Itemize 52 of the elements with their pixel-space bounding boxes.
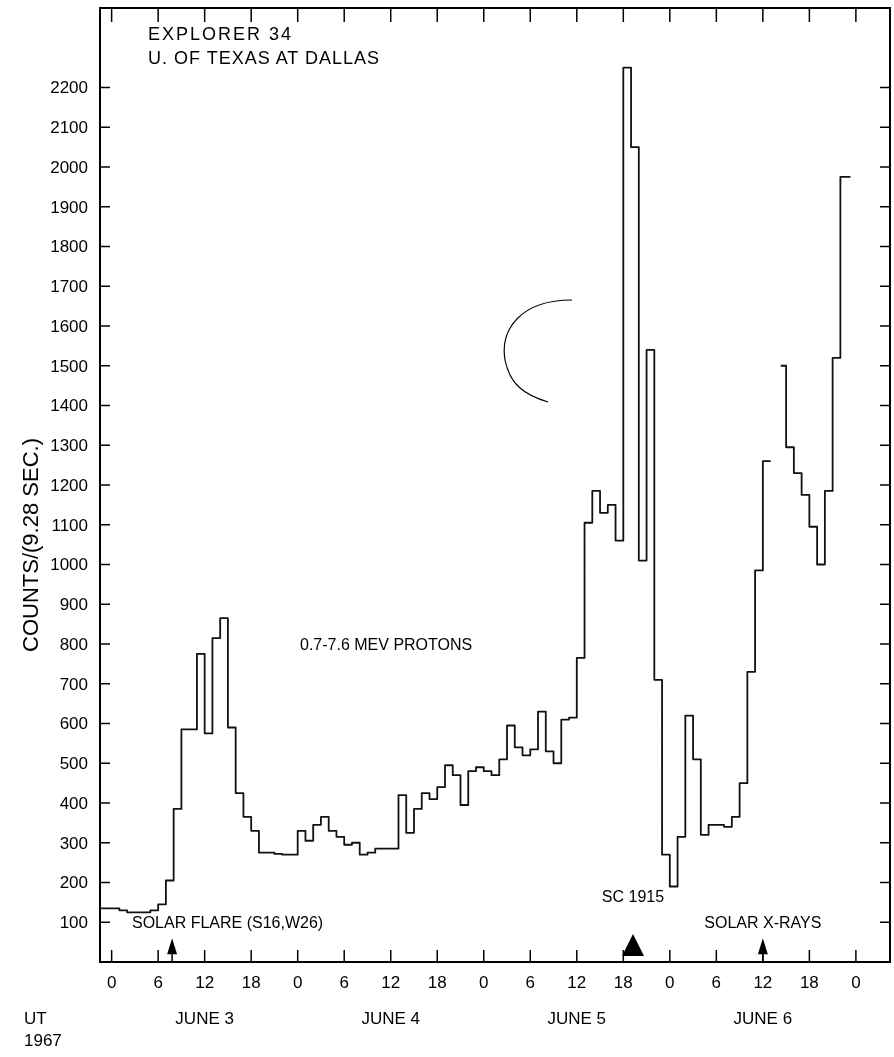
y-tick-label: 1400 [50,396,88,416]
y-tick-label: 900 [59,595,88,615]
text: JUNE 6 [733,1009,793,1028]
y-tick-label: 300 [59,833,88,853]
x-tick-label: 6 [153,973,163,992]
y-tick-label: 1600 [50,316,88,336]
y-tick-label: 1800 [50,237,88,257]
x-tick-label: 18 [613,973,633,992]
x-tick-label: 12 [753,973,773,992]
x-tick-label: 0 [479,973,489,992]
y-tick-label: 1700 [50,277,88,297]
x-tick-label: 18 [427,973,447,992]
annotation: SC 1915 [601,888,665,906]
y-tick-label: 700 [59,674,88,694]
x-tick-label: 18 [241,973,261,992]
y-tick-label: 200 [59,873,88,893]
y-tick-label: 1100 [51,515,88,535]
annotation: SOLAR X-RAYS [704,914,822,932]
y-tick-label: 1900 [50,197,88,217]
x-tick-label: 0 [292,973,303,992]
text: U. OF TEXAS AT DALLAS [148,48,381,68]
y-tick-label: 400 [59,793,88,813]
y-tick-label: 800 [59,634,88,654]
y-axis-title: COUNTS/(9.28 SEC.) [18,438,43,652]
y-tick-label: 1500 [50,356,88,376]
y-tick-label: 1000 [50,555,88,575]
text: JUNE 4 [361,1009,421,1028]
x-tick-label: 6 [339,973,349,992]
y-tick-label: 100 [59,913,88,933]
text: JUNE 5 [547,1009,607,1028]
text: JUNE 3 [175,1009,234,1028]
x-tick-label: 18 [799,973,819,992]
y-tick-label: 1300 [50,436,88,456]
x-tick-label: 0 [106,973,117,992]
y-tick-label: 2100 [50,118,88,138]
x-tick-label: 12 [567,973,587,992]
x-tick-label: 12 [381,973,401,992]
x-tick-label: 12 [195,973,215,992]
y-tick-label: 2000 [50,157,88,177]
y-tick-label: 600 [59,714,88,734]
annotation: 0.7-7.6 MEV PROTONS [300,635,473,653]
x-tick-label: 0 [665,973,675,992]
y-tick-label: 1200 [50,475,88,495]
text: EXPLORER 34 [148,24,294,44]
text: UT [24,1009,47,1028]
text: 1967 [24,1031,62,1050]
y-tick-label: 500 [59,754,88,774]
annotation: SOLAR FLARE (S16,W26) [132,914,324,932]
x-tick-label: 0 [851,973,861,992]
x-tick-label: 6 [525,973,536,992]
x-tick-label: 6 [711,973,722,992]
y-tick-label: 2200 [50,78,88,98]
